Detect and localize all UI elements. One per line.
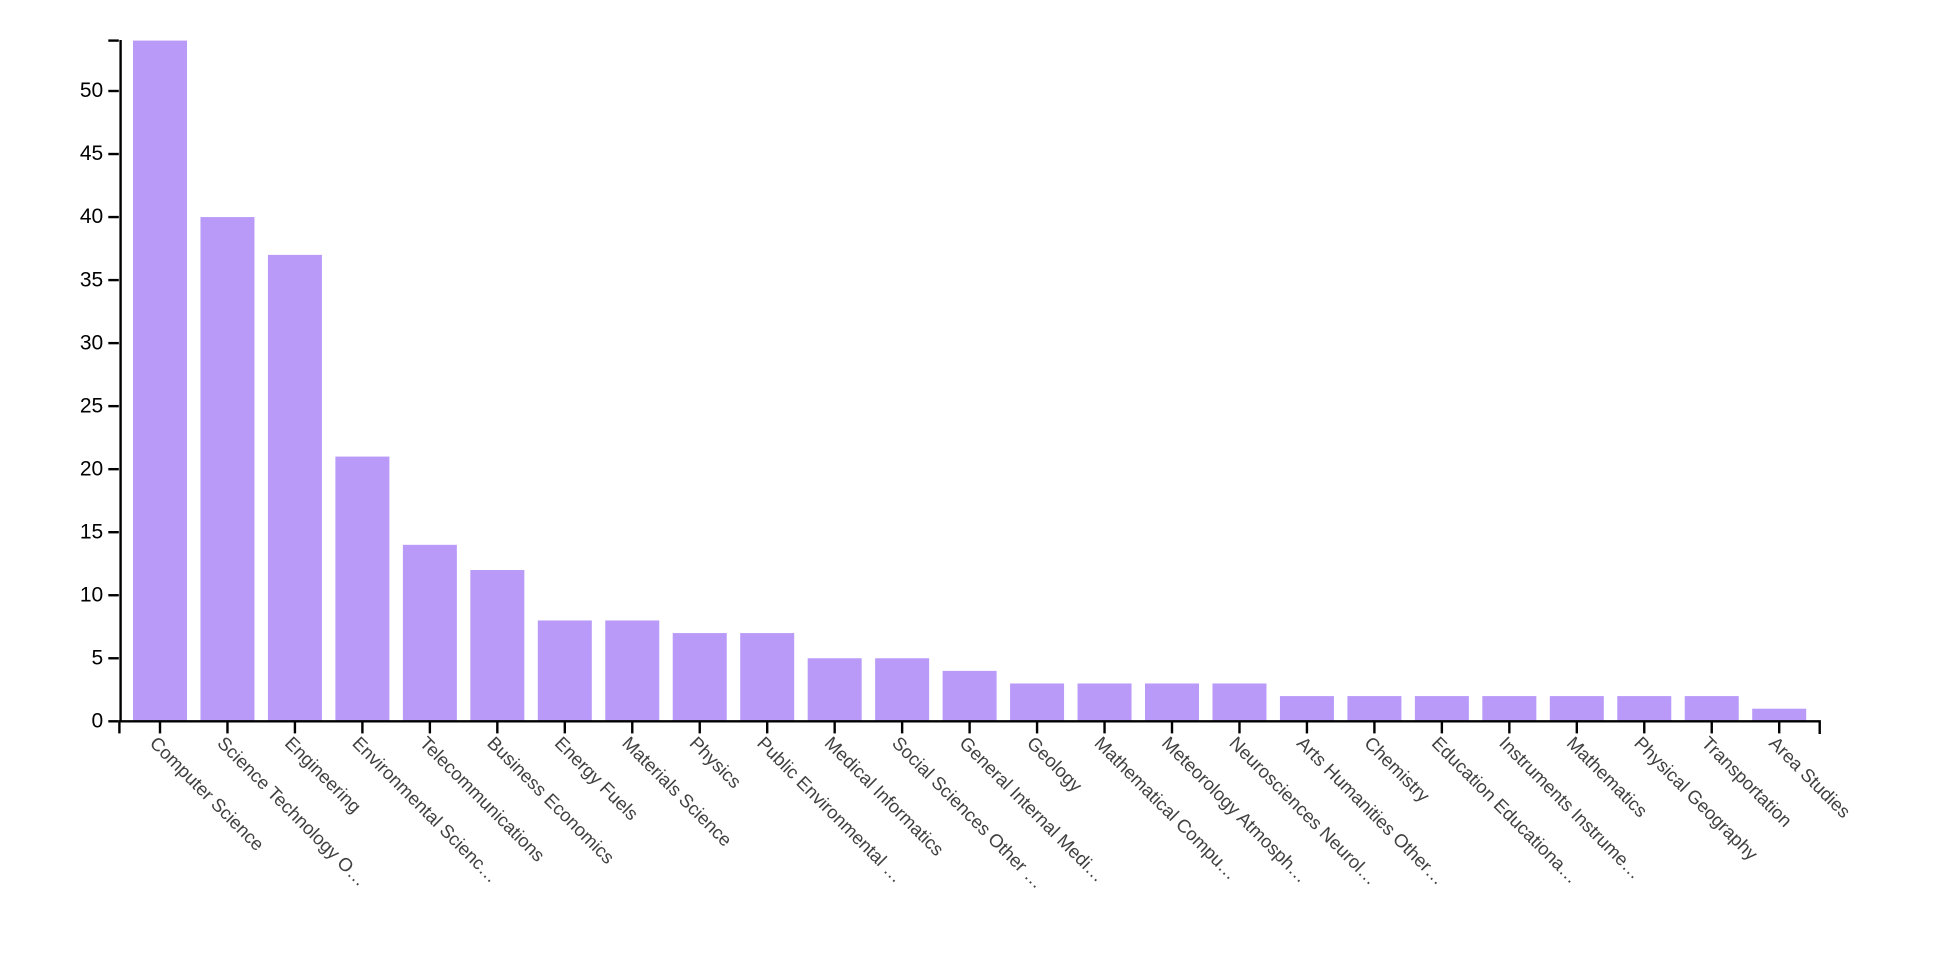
svg-text:45: 45 [80, 142, 103, 165]
svg-text:10: 10 [80, 583, 103, 606]
svg-text:35: 35 [80, 268, 103, 291]
svg-text:20: 20 [80, 457, 103, 480]
svg-text:30: 30 [80, 331, 103, 354]
svg-text:5: 5 [92, 646, 104, 669]
svg-text:0: 0 [92, 709, 104, 732]
svg-text:25: 25 [80, 394, 103, 417]
svg-text:40: 40 [80, 205, 103, 228]
svg-text:15: 15 [80, 520, 103, 543]
svg-text:50: 50 [80, 79, 103, 102]
